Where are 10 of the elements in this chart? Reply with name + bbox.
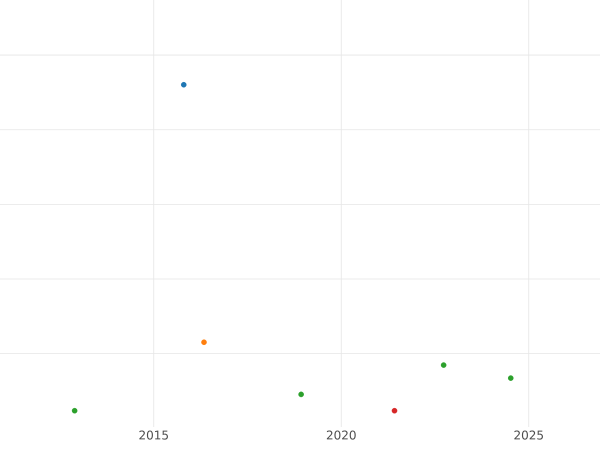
point (508, 375, 514, 381)
x-tick-label: 2020 (326, 430, 356, 440)
point (201, 339, 207, 346)
point (72, 408, 78, 414)
point (440, 362, 446, 368)
point (298, 392, 304, 398)
x-tick-label: 2015 (139, 430, 168, 440)
x-tick-label: 2025 (514, 430, 543, 440)
point (392, 408, 398, 414)
point (180, 82, 187, 88)
